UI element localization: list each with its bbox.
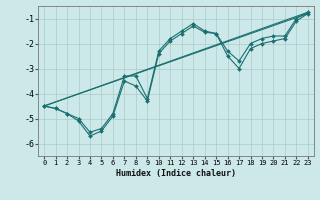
- X-axis label: Humidex (Indice chaleur): Humidex (Indice chaleur): [116, 169, 236, 178]
